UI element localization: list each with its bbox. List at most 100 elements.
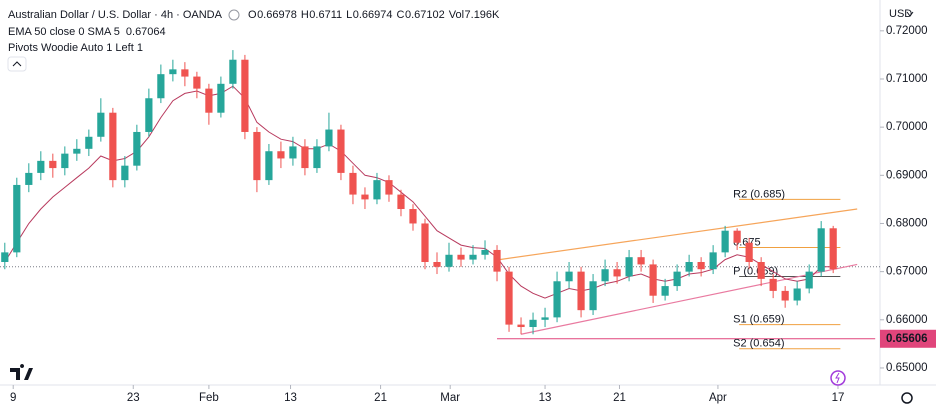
candle-body (289, 146, 297, 159)
currency-caret (906, 11, 914, 17)
x-tick-label: Feb (199, 392, 219, 404)
candle-body (817, 228, 825, 272)
legend-label: H (301, 9, 309, 21)
candle-body (325, 129, 333, 147)
y-tick-label: 0.71000 (886, 73, 928, 85)
alert-icon[interactable] (830, 370, 846, 386)
candle-body (37, 160, 45, 173)
logo-shape (10, 364, 33, 380)
candle-body (625, 257, 633, 277)
candle-body (709, 252, 717, 270)
candle-body (397, 194, 405, 210)
candle-body (769, 278, 777, 291)
candle-body (649, 264, 657, 296)
candle-body (601, 269, 609, 282)
candle-body (169, 69, 177, 75)
legend-value: 0.66974 (353, 9, 393, 21)
candle-body (517, 324, 525, 328)
candle-body (493, 249, 501, 272)
x-tick-label: Apr (709, 392, 727, 404)
legend-label: Vol (449, 9, 464, 21)
candle-body (757, 262, 765, 279)
pivot-label: S1 (0.659) (733, 314, 784, 326)
candle-body (145, 98, 153, 132)
candle-body (529, 319, 537, 328)
candle-body (421, 223, 429, 263)
y-tick-label: 0.66000 (886, 314, 928, 326)
candle-body (253, 131, 261, 181)
candle-body (685, 262, 693, 272)
candle-body (745, 242, 753, 263)
candle-body (577, 271, 585, 311)
candle-body (181, 69, 189, 77)
collapse-button[interactable] (7, 56, 27, 72)
candle-body (85, 136, 93, 149)
pivot-label: P (0.669) (733, 265, 778, 277)
candle-body (721, 230, 729, 253)
candle-body (205, 88, 213, 113)
settings-icon[interactable] (901, 392, 913, 404)
candle-body (361, 194, 369, 200)
candle-body (241, 59, 249, 132)
candle-body (1, 252, 9, 263)
legend-label: C (397, 9, 405, 21)
candle-body (589, 281, 597, 311)
candle-body (373, 180, 381, 200)
candle-body (121, 165, 129, 181)
x-tick-label: 9 (10, 392, 16, 404)
candle-body (109, 112, 117, 181)
candle-body (553, 281, 561, 318)
candle-body (25, 172, 33, 185)
x-tick-label: 13 (539, 392, 552, 404)
trendline (520, 263, 858, 335)
x-tick-label: 13 (284, 392, 297, 404)
chart-title: Australian Dollar / U.S. Dollar · 4h · O… (8, 9, 223, 21)
candle-body (733, 230, 741, 243)
x-tick-label: 17 (832, 392, 845, 404)
candle-body (49, 160, 57, 169)
legend-value: 0.67102 (405, 9, 445, 21)
candle-body (157, 74, 165, 99)
indicator-value: 0.67064 (126, 26, 166, 38)
candle-body (661, 286, 669, 296)
candle-body (673, 271, 681, 287)
candle-body (697, 262, 705, 270)
trendline (499, 208, 858, 261)
candle-body (229, 59, 237, 84)
candle-body (409, 209, 417, 224)
candle-body (73, 148, 81, 154)
candle-body (457, 254, 465, 260)
x-tick-label: 21 (374, 392, 387, 404)
axes: 0.72000 0.71000 0.70000 0.69000 0.68000 0.670… (10, 25, 936, 404)
eye-icon[interactable] (228, 9, 240, 21)
candle-body (565, 271, 573, 282)
candle-body (481, 249, 489, 255)
indicator-name: Pivots Woodie Auto 1 Left 1 (8, 42, 143, 54)
candle-body (613, 269, 621, 277)
candle-body (193, 76, 201, 89)
candle-body (469, 254, 477, 260)
candle-body (505, 271, 513, 325)
alert-bolt (835, 372, 840, 384)
candle-body (61, 153, 69, 169)
candle-body (301, 146, 309, 169)
x-tick-label: 21 (613, 392, 626, 404)
candle-body (97, 112, 105, 137)
currency[interactable]: USD (889, 8, 912, 20)
pivot-label: S2 (0.654) (733, 338, 784, 350)
candle-body (637, 257, 645, 265)
candle-body (337, 129, 345, 173)
header: Australian Dollar / U.S. Dollar · 4h · O… (7, 8, 914, 72)
y-tick-label: 0.69000 (886, 169, 928, 181)
candle-body (385, 180, 393, 195)
tv-logo (10, 364, 33, 380)
y-tick-label: 0.72000 (886, 25, 928, 37)
candle-body (805, 271, 813, 289)
pivot-label: R2 (0.685) (733, 188, 785, 200)
indicator-name: EMA 50 close 0 SMA 5 (8, 26, 120, 38)
y-tick-label: 0.68000 (886, 218, 928, 230)
legend-value: 0.66978 (257, 9, 297, 21)
